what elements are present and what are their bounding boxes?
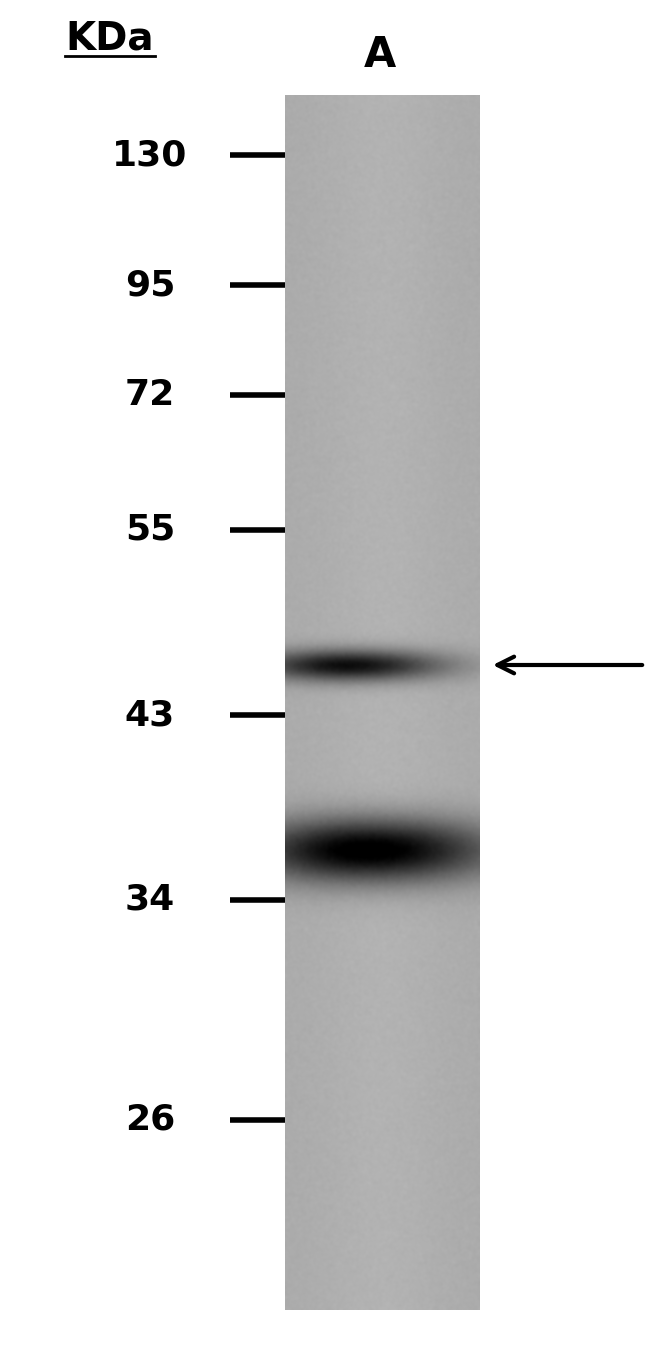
Text: 34: 34	[125, 883, 175, 917]
Text: 130: 130	[112, 138, 188, 172]
Text: 43: 43	[125, 698, 175, 732]
Text: 55: 55	[125, 514, 175, 547]
Text: KDa: KDa	[66, 19, 154, 57]
Text: A: A	[364, 34, 396, 76]
Text: 26: 26	[125, 1103, 175, 1137]
Text: 72: 72	[125, 378, 175, 412]
Text: 95: 95	[125, 268, 176, 302]
